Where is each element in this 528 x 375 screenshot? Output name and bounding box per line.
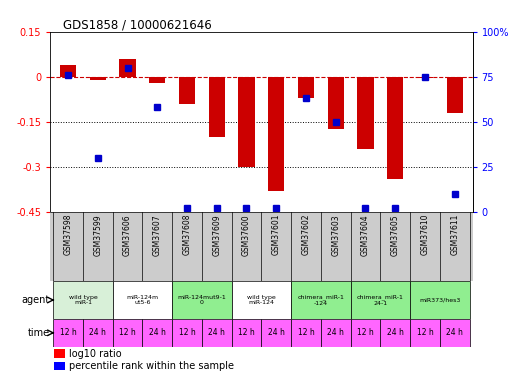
Bar <box>112 319 143 347</box>
Text: GSM37611: GSM37611 <box>450 214 459 255</box>
Text: GSM37605: GSM37605 <box>391 214 400 256</box>
Bar <box>149 77 165 83</box>
Text: GSM37607: GSM37607 <box>153 214 162 256</box>
Bar <box>268 77 285 191</box>
Bar <box>417 77 433 78</box>
Bar <box>172 319 202 347</box>
Bar <box>261 319 291 347</box>
Text: 12 h: 12 h <box>417 328 433 338</box>
Bar <box>172 281 232 319</box>
Text: 12 h: 12 h <box>238 328 255 338</box>
Text: wild type
miR-1: wild type miR-1 <box>69 295 97 305</box>
Text: GSM37608: GSM37608 <box>183 214 192 255</box>
Bar <box>209 77 225 137</box>
Bar <box>410 319 440 347</box>
Bar <box>410 281 469 319</box>
Text: 24 h: 24 h <box>149 328 166 338</box>
Text: miR-124mut9-1
0: miR-124mut9-1 0 <box>177 295 226 305</box>
Bar <box>238 77 254 167</box>
Bar <box>351 319 380 347</box>
Bar <box>387 77 403 179</box>
Text: GSM37606: GSM37606 <box>123 214 132 256</box>
Text: agent: agent <box>21 295 50 305</box>
Bar <box>53 281 112 319</box>
Bar <box>380 319 410 347</box>
Text: chimera_miR-1
24-1: chimera_miR-1 24-1 <box>357 294 404 306</box>
Text: 12 h: 12 h <box>357 328 374 338</box>
Text: GSM37602: GSM37602 <box>301 214 310 255</box>
Bar <box>447 77 463 113</box>
Text: 24 h: 24 h <box>89 328 106 338</box>
Bar <box>232 281 291 319</box>
Bar <box>60 65 76 77</box>
Bar <box>232 319 261 347</box>
Bar <box>351 281 410 319</box>
Bar <box>90 77 106 80</box>
Text: GDS1858 / 10000621646: GDS1858 / 10000621646 <box>63 19 212 32</box>
Text: 24 h: 24 h <box>268 328 285 338</box>
Bar <box>53 319 83 347</box>
Text: GSM37604: GSM37604 <box>361 214 370 256</box>
Bar <box>54 350 65 358</box>
Text: percentile rank within the sample: percentile rank within the sample <box>69 361 234 371</box>
Text: GSM37598: GSM37598 <box>63 214 72 255</box>
Text: time: time <box>27 328 50 338</box>
Text: GSM37599: GSM37599 <box>93 214 102 256</box>
Text: miR-124m
ut5-6: miR-124m ut5-6 <box>126 295 158 305</box>
Text: 12 h: 12 h <box>60 328 77 338</box>
Text: GSM37600: GSM37600 <box>242 214 251 256</box>
Text: GSM37610: GSM37610 <box>420 214 429 255</box>
Text: 12 h: 12 h <box>178 328 195 338</box>
Text: wild type
miR-124: wild type miR-124 <box>247 295 276 305</box>
Text: 24 h: 24 h <box>327 328 344 338</box>
Bar <box>291 281 351 319</box>
Text: log10 ratio: log10 ratio <box>69 349 122 359</box>
Bar <box>357 77 374 149</box>
Bar <box>119 59 136 77</box>
Text: 24 h: 24 h <box>387 328 404 338</box>
Text: 12 h: 12 h <box>298 328 314 338</box>
Bar <box>54 362 65 370</box>
Bar <box>298 77 314 98</box>
Bar <box>112 281 172 319</box>
Text: GSM37603: GSM37603 <box>331 214 340 256</box>
Bar <box>291 319 321 347</box>
Bar <box>321 319 351 347</box>
Text: 24 h: 24 h <box>446 328 463 338</box>
Bar <box>202 319 232 347</box>
Text: 24 h: 24 h <box>209 328 225 338</box>
Text: 12 h: 12 h <box>119 328 136 338</box>
Text: chimera_miR-1
-124: chimera_miR-1 -124 <box>297 294 344 306</box>
Text: GSM37601: GSM37601 <box>272 214 281 255</box>
Bar <box>440 319 469 347</box>
Bar <box>327 77 344 129</box>
Text: miR373/hes3: miR373/hes3 <box>419 297 460 303</box>
Bar <box>83 319 112 347</box>
Bar <box>179 77 195 104</box>
Bar <box>143 319 172 347</box>
Text: GSM37609: GSM37609 <box>212 214 221 256</box>
